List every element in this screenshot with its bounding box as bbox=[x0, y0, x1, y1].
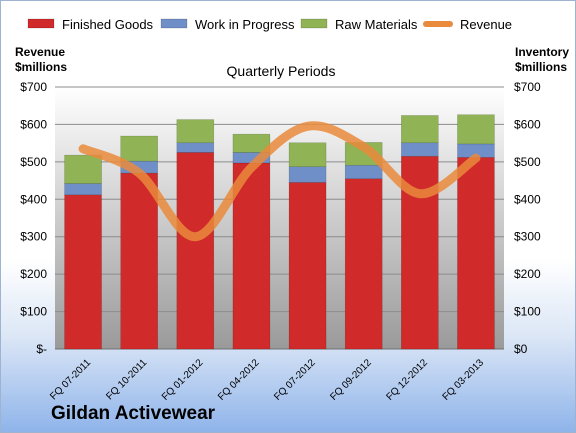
bar-finished-goods bbox=[457, 157, 495, 350]
left-tick-label: $700 bbox=[20, 80, 47, 94]
legend: Finished Goods Work in Progress Raw Materi… bbox=[27, 17, 512, 32]
right-tick-label: $200 bbox=[514, 267, 541, 281]
bar-finished-goods bbox=[120, 172, 158, 350]
bars bbox=[64, 114, 495, 350]
bar-work-in-progress bbox=[64, 183, 102, 196]
right-axis-ticks: $0 $100 $200 $300 $400 $500 $600 $700 bbox=[514, 80, 541, 356]
bar-work-in-progress bbox=[401, 142, 439, 157]
left-axis-title-line1: Revenue bbox=[15, 45, 65, 59]
right-tick-label: $100 bbox=[514, 305, 541, 319]
category-labels: FQ 07-2011 FQ 10-2011 FQ 01-2012 FQ 04-2012… bbox=[48, 357, 486, 403]
left-tick-label: $- bbox=[36, 342, 47, 356]
company-name: Gildan Activewear bbox=[51, 403, 216, 424]
revenue-line bbox=[78, 121, 481, 242]
bar-work-in-progress bbox=[344, 164, 383, 179]
bar-finished-goods bbox=[64, 194, 102, 350]
bar-raw-materials bbox=[401, 115, 439, 144]
right-tick-label: $300 bbox=[514, 230, 541, 244]
legend-swatch bbox=[300, 18, 328, 29]
category-label: FQ 07-2012 bbox=[272, 357, 318, 403]
right-tick-label: $500 bbox=[514, 155, 541, 169]
left-tick-label: $100 bbox=[20, 305, 47, 319]
bar-finished-goods bbox=[176, 152, 215, 350]
right-tick-label: $400 bbox=[514, 192, 541, 206]
bar-raw-materials bbox=[120, 135, 158, 162]
bar-finished-goods bbox=[232, 162, 271, 350]
legend-label: Raw Materials bbox=[335, 17, 418, 32]
category-label: FQ 01-2012 bbox=[160, 357, 206, 403]
category-label: FQ 09-2012 bbox=[328, 357, 374, 403]
legend-swatch bbox=[27, 18, 55, 29]
bar-raw-materials bbox=[64, 154, 102, 184]
left-axis-title-line2: $millions bbox=[15, 60, 67, 74]
legend-label: Revenue bbox=[460, 17, 512, 32]
bar-raw-materials bbox=[457, 114, 495, 145]
category-label: FQ 10-2011 bbox=[104, 357, 149, 402]
bar-work-in-progress bbox=[176, 142, 215, 153]
left-tick-label: $200 bbox=[20, 267, 47, 281]
bar-raw-materials bbox=[288, 142, 327, 167]
right-tick-label: $0 bbox=[514, 342, 528, 356]
right-axis-title-line1: Inventory bbox=[515, 45, 569, 59]
bar-finished-goods bbox=[344, 178, 383, 350]
left-tick-label: $300 bbox=[20, 230, 47, 244]
category-label: FQ 07-2011 bbox=[48, 357, 93, 402]
left-axis-ticks: $- $100 $200 $300 $400 $500 $600 $700 bbox=[20, 80, 47, 356]
bar-work-in-progress bbox=[288, 166, 327, 183]
right-axis-title-line2: $millions bbox=[515, 60, 567, 74]
legend-label: Finished Goods bbox=[62, 17, 154, 32]
bar-finished-goods bbox=[288, 182, 327, 350]
chart-title: Quarterly Periods bbox=[227, 63, 336, 79]
left-tick-label: $600 bbox=[20, 117, 47, 131]
category-label: FQ 12-2012 bbox=[384, 357, 430, 403]
bar-raw-materials bbox=[176, 119, 215, 144]
category-label: FQ 04-2012 bbox=[216, 357, 262, 403]
left-tick-label: $400 bbox=[20, 192, 47, 206]
right-tick-label: $600 bbox=[514, 117, 541, 131]
category-label: FQ 03-2013 bbox=[441, 357, 487, 403]
left-tick-label: $500 bbox=[20, 155, 47, 169]
right-tick-label: $700 bbox=[514, 80, 541, 94]
bar-raw-materials bbox=[232, 133, 271, 153]
legend-label: Work in Progress bbox=[195, 17, 295, 32]
legend-swatch bbox=[160, 18, 188, 29]
